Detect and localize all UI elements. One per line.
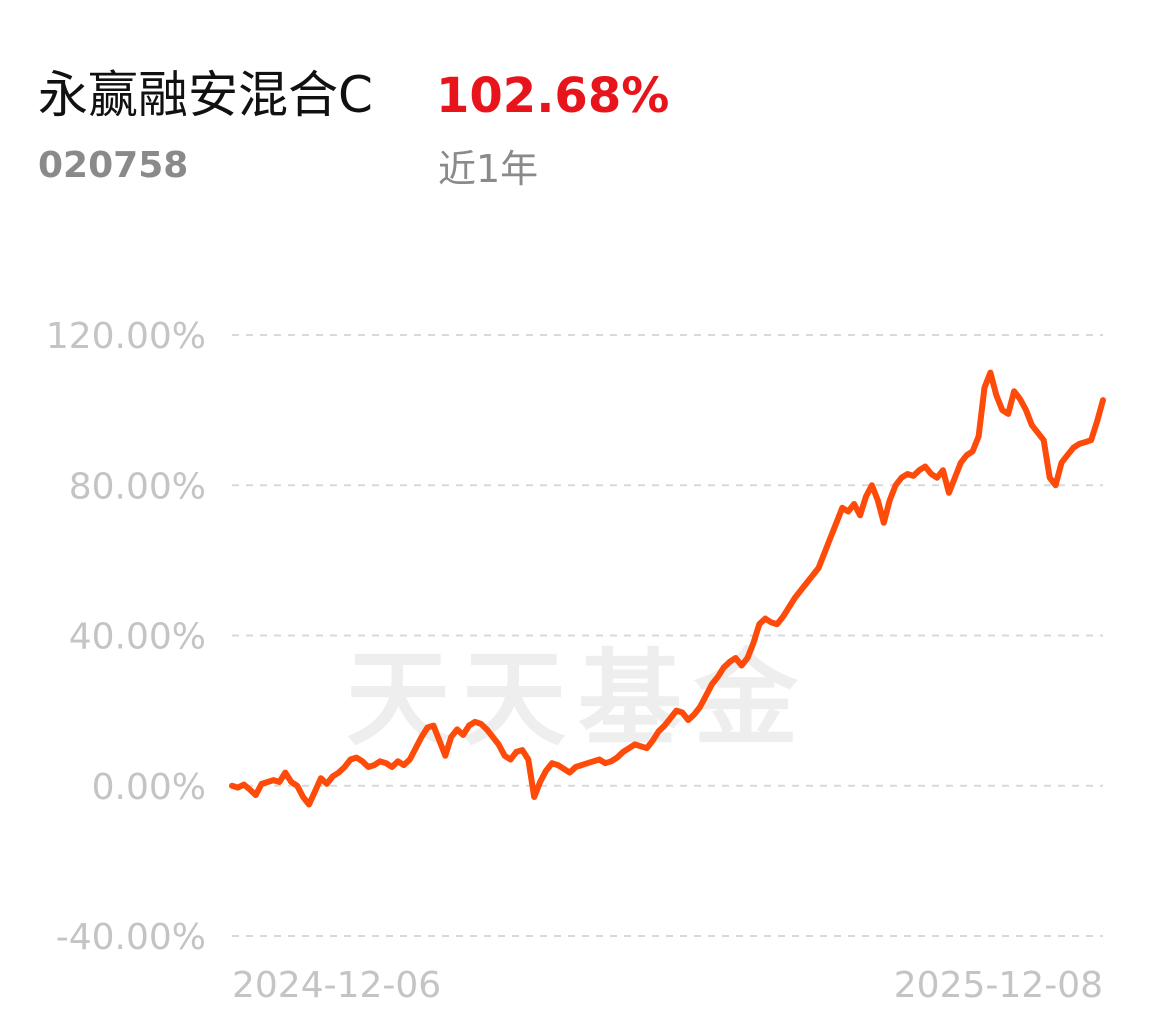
return-chart: 天天基金 120.00% 80.00% 40.00% 0.00% -40.00% 202… — [46, 316, 1106, 1006]
fund-code: 020758 — [38, 145, 189, 186]
x-tick-labels: 2024-12-06 2025-12-08 — [232, 965, 1103, 1006]
y-tick-label: 120.00% — [46, 316, 206, 357]
grid-lines — [232, 334, 1103, 937]
y-tick-labels: 120.00% 80.00% 40.00% 0.00% -40.00% — [46, 316, 206, 958]
series-layer — [229, 369, 1106, 808]
watermark: 天天基金 — [346, 637, 810, 760]
return-value: 102.68% — [436, 68, 670, 124]
x-tick-label: 2025-12-08 — [894, 965, 1103, 1006]
y-tick-label: 0.00% — [92, 767, 206, 808]
y-tick-label: 40.00% — [69, 617, 206, 658]
x-tick-label: 2024-12-06 — [232, 965, 441, 1006]
fund-name: 永赢融安混合C — [38, 66, 373, 124]
y-tick-label: -40.00% — [56, 917, 206, 958]
period-label: 近1年 — [438, 147, 539, 191]
series-line — [229, 369, 1106, 808]
y-tick-label: 80.00% — [69, 466, 206, 507]
